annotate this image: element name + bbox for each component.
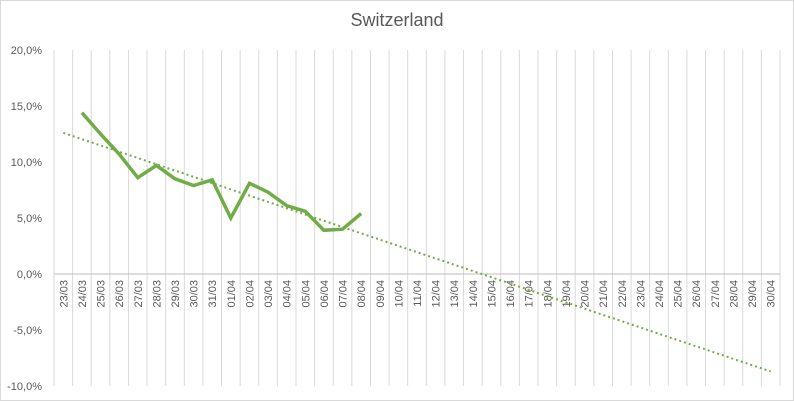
x-tick-label: 05/04 (300, 280, 312, 308)
y-tick-label: -10,0% (7, 381, 42, 393)
y-tick-label: 0,0% (17, 269, 42, 281)
x-tick-label: 30/03 (189, 280, 201, 308)
x-tick-label: 25/04 (673, 280, 685, 308)
x-tick-label: 08/04 (356, 280, 368, 308)
y-tick-label: 20,0% (11, 45, 42, 57)
x-tick-label: 27/03 (133, 280, 145, 308)
y-tick-label: 10,0% (11, 157, 42, 169)
x-tick-label: 28/04 (728, 280, 740, 308)
x-tick-label: 23/04 (635, 280, 647, 308)
x-tick-label: 25/03 (96, 280, 108, 308)
x-tick-label: 14/04 (468, 280, 480, 308)
y-tick-label: -5,0% (13, 325, 42, 337)
y-tick-label: 5,0% (17, 213, 42, 225)
x-tick-label: 28/03 (151, 280, 163, 308)
x-tick-label: 27/04 (710, 280, 722, 308)
x-tick-label: 22/04 (617, 280, 629, 308)
x-tick-label: 15/04 (486, 280, 498, 308)
x-tick-label: 23/03 (58, 280, 70, 308)
x-tick-label: 24/04 (654, 280, 666, 308)
x-tick-label: 21/04 (598, 280, 610, 308)
x-tick-label: 29/03 (170, 280, 182, 308)
x-tick-label: 30/04 (766, 280, 778, 308)
x-tick-label: 17/04 (524, 280, 536, 308)
x-tick-label: 26/03 (114, 280, 126, 308)
x-tick-label: 24/03 (77, 280, 89, 308)
gridlines (53, 50, 781, 386)
x-tick-label: 29/04 (747, 280, 759, 308)
series-line (80, 111, 363, 233)
x-tick-label: 18/04 (542, 280, 554, 308)
x-tick-label: 26/04 (691, 280, 703, 308)
y-axis-tick-labels: -10,0% -5,0% 0,0% 5,0% 10,0% 15,0% 20,0% (7, 45, 42, 393)
y-tick-label: 15,0% (11, 101, 42, 113)
x-tick-label: 10/04 (393, 280, 405, 308)
x-tick-label: 20/04 (580, 280, 592, 308)
x-tick-label: 09/04 (375, 280, 387, 308)
x-tick-label: 07/04 (338, 280, 350, 308)
x-tick-label: 19/04 (561, 280, 573, 308)
x-tick-label: 12/04 (431, 280, 443, 308)
series-layer (62, 111, 772, 373)
x-tick-label: 01/04 (226, 280, 238, 308)
x-tick-label: 02/04 (244, 280, 256, 308)
x-tick-label: 04/04 (282, 280, 294, 308)
x-tick-label: 16/04 (505, 280, 517, 308)
trendline (62, 131, 772, 373)
chart-title: Switzerland (350, 10, 444, 30)
x-tick-label: 03/04 (263, 280, 275, 308)
x-tick-label: 06/04 (319, 280, 331, 308)
x-tick-label: 13/04 (449, 280, 461, 308)
x-axis-tick-labels: 23/03 24/03 25/03 26/03 27/03 28/03 29/03 30/03… (58, 280, 777, 308)
x-tick-label: 31/03 (207, 280, 219, 308)
x-tick-label: 11/04 (412, 280, 424, 307)
